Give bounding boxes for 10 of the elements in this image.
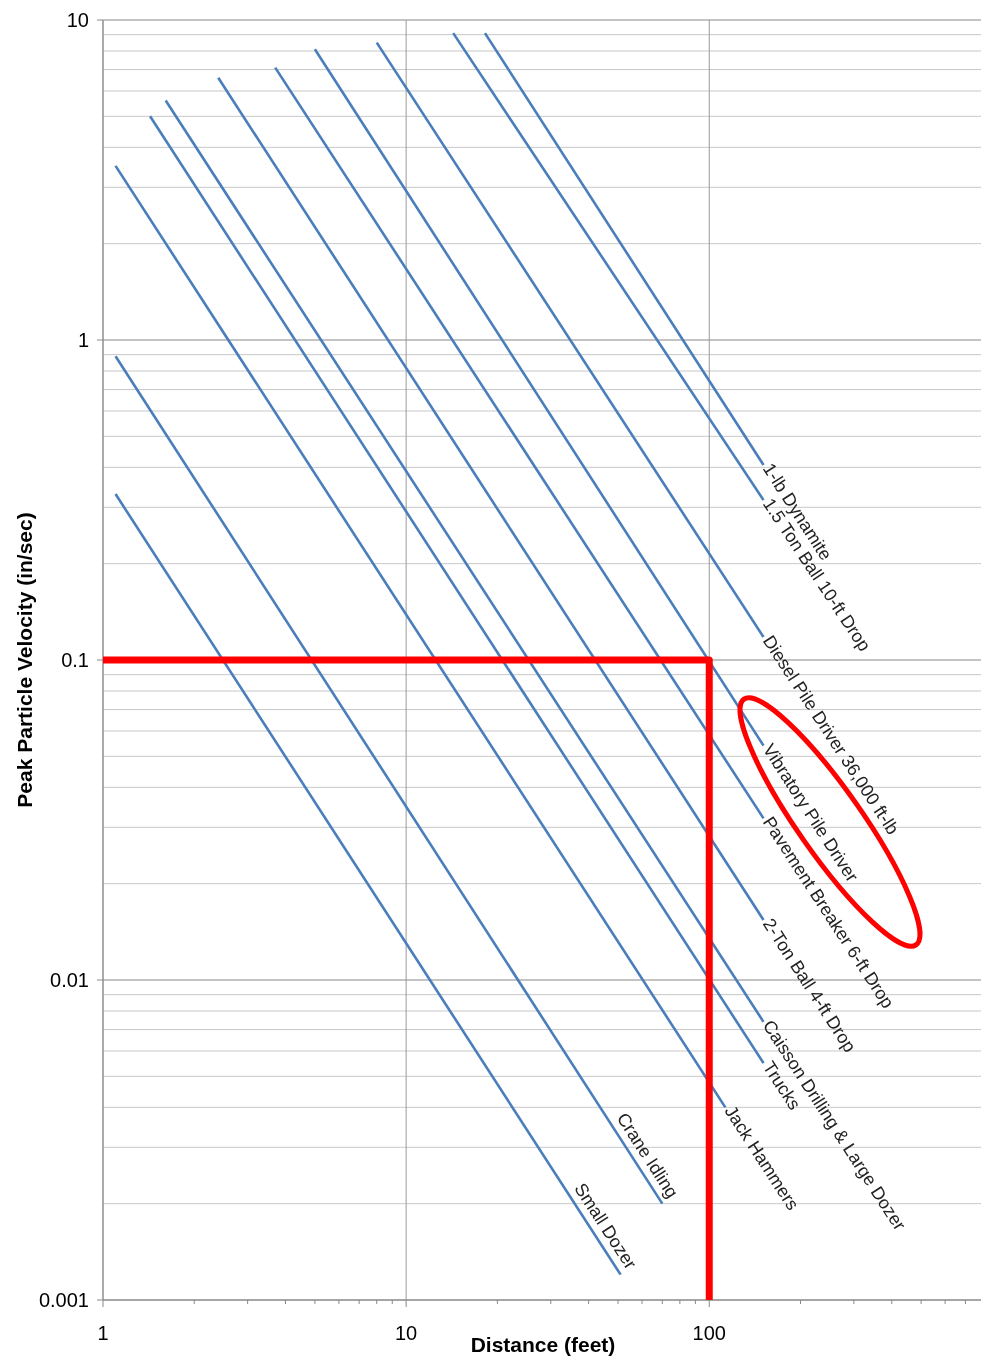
y-tick-label: 1 (77, 329, 89, 351)
y-tick-label: 0.01 (50, 969, 89, 991)
y-tick-label: 10 (66, 9, 89, 31)
x-tick-label: 100 (692, 1322, 726, 1344)
y-tick-label: 0.1 (61, 649, 89, 671)
x-axis-title: Distance (feet) (470, 1333, 616, 1356)
x-tick-label: 1 (97, 1322, 109, 1344)
x-tick-label: 10 (395, 1322, 418, 1344)
y-tick-label: 0.001 (38, 1289, 89, 1311)
y-axis-title: Peak Particle Velocity (in/sec) (13, 512, 36, 808)
